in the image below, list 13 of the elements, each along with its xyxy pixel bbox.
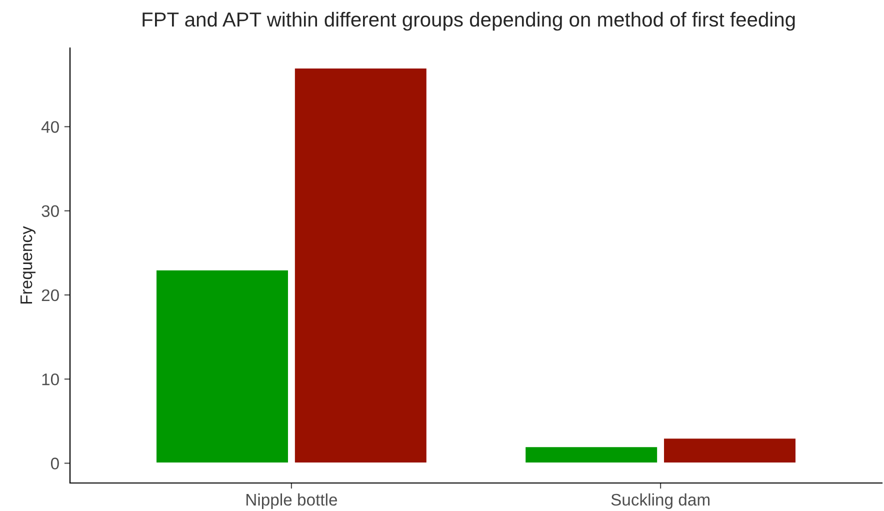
y-tick-label: 20 (42, 289, 59, 302)
x-tick-label: Nipple bottle (246, 493, 338, 509)
bar (662, 437, 797, 464)
y-tick-label: 0 (50, 458, 59, 470)
chart-title: FPT and APT within different groups depending on method of first feeding (142, 12, 795, 31)
x-tick-label: Suckling dam (611, 493, 710, 509)
bar (524, 446, 658, 464)
y-axis-title: Frequency (20, 226, 36, 304)
y-tick-label: 10 (42, 373, 59, 386)
y-tick-label: 30 (42, 205, 59, 218)
bar (155, 269, 290, 464)
bar (294, 67, 428, 464)
y-tick-label: 40 (41, 121, 59, 133)
